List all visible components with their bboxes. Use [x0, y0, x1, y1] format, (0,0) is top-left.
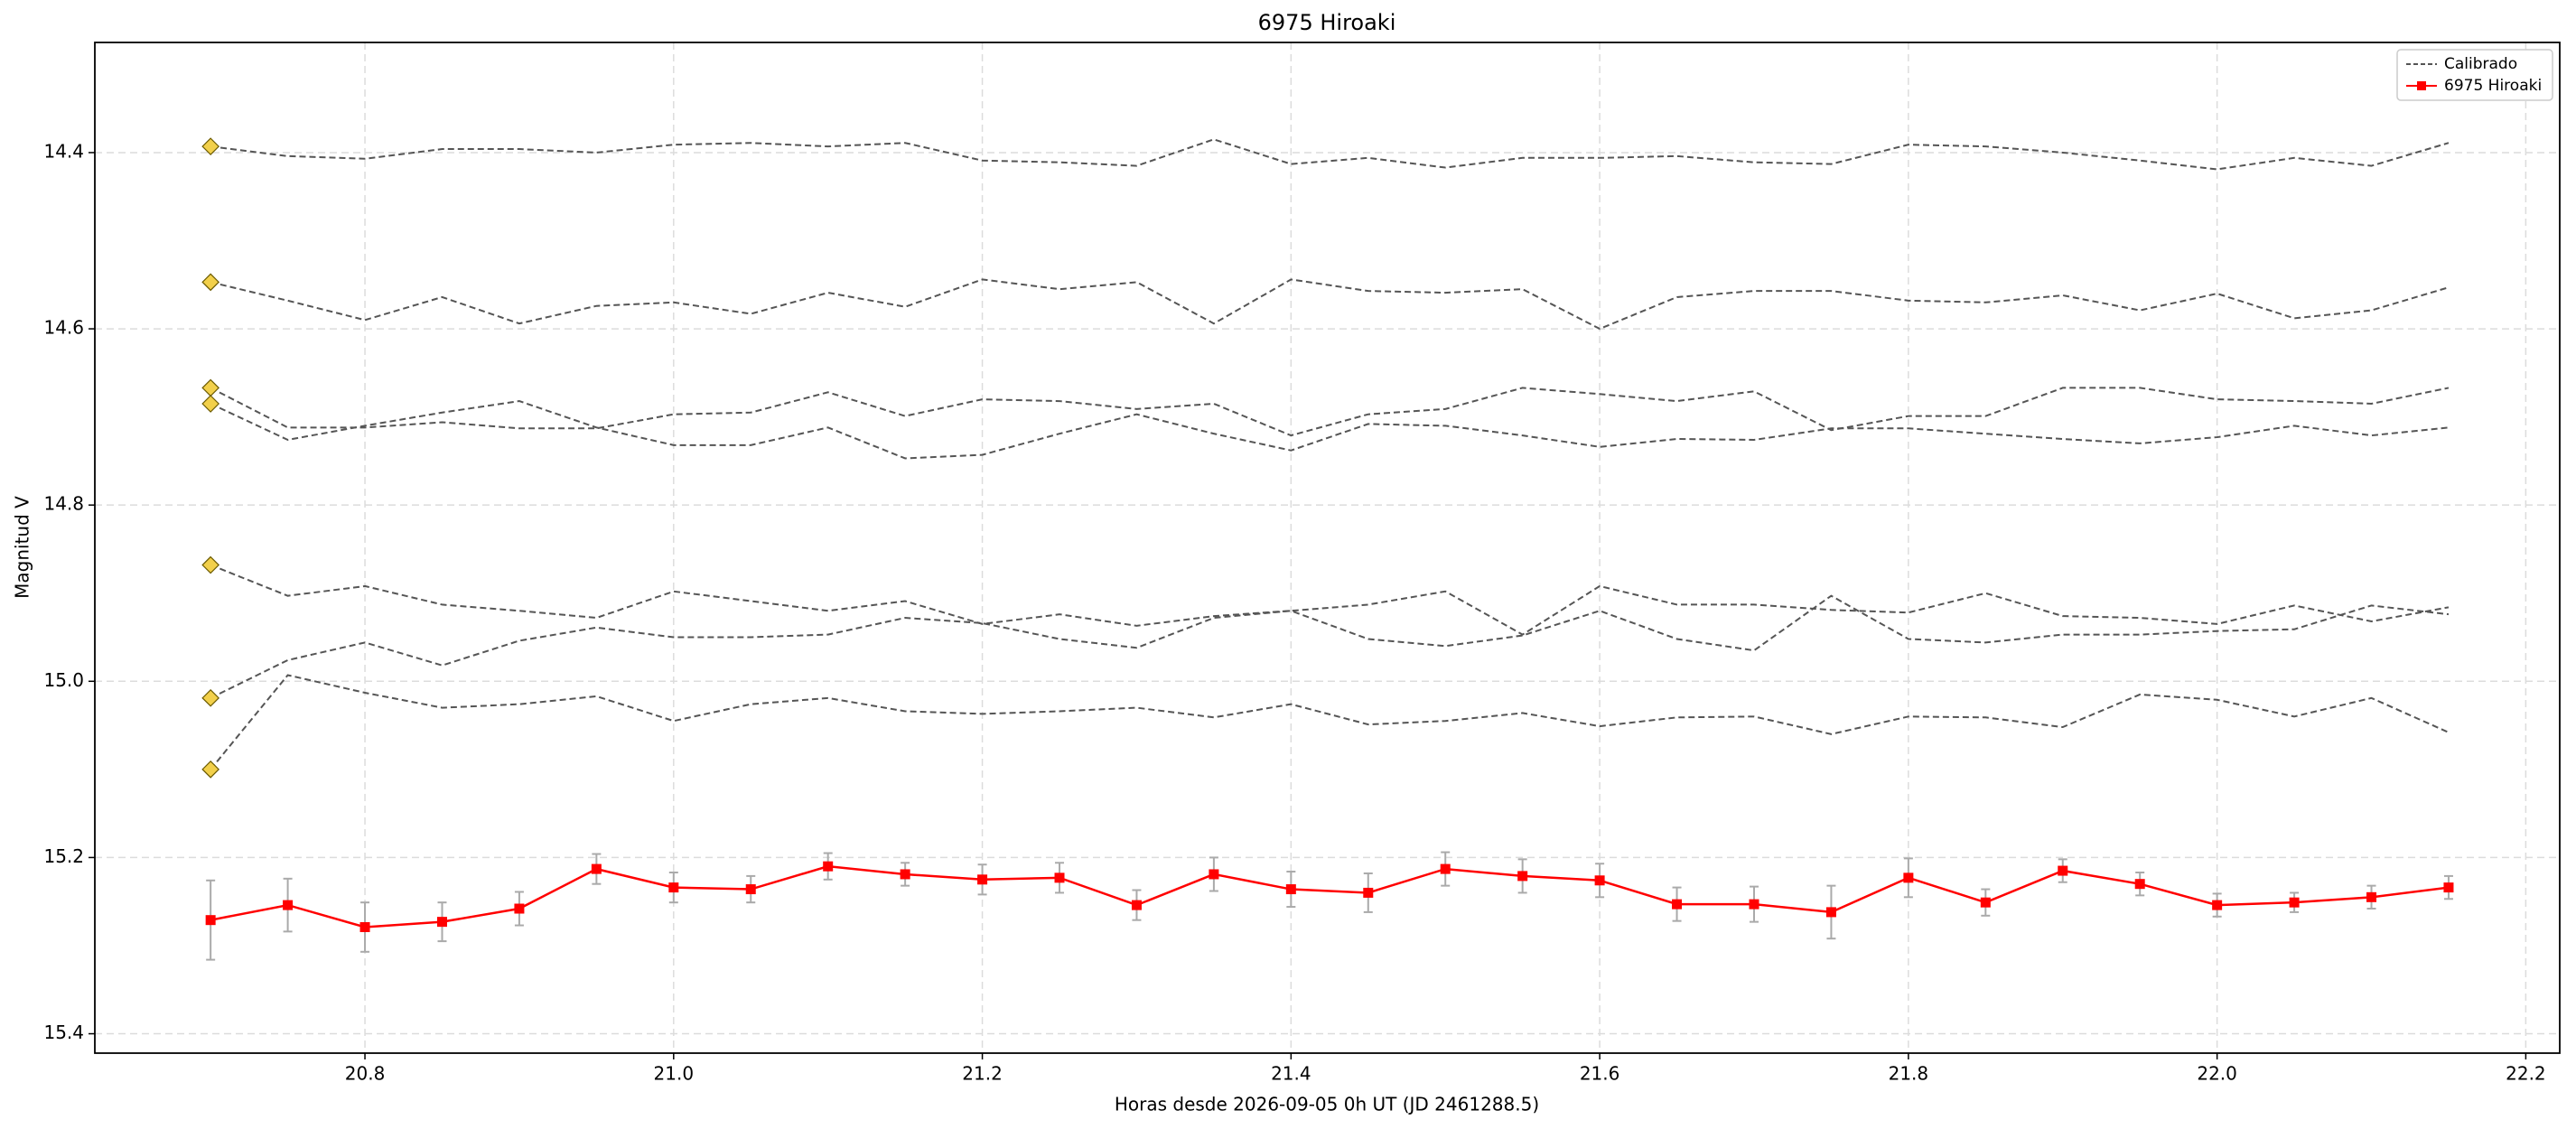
- start-marker: [201, 688, 220, 707]
- target-marker: [1054, 872, 1065, 883]
- target-marker: [977, 874, 988, 885]
- target-marker: [1209, 869, 1219, 880]
- y-tick-label: 15.4: [43, 1022, 84, 1043]
- calibrated-line: [210, 400, 2450, 460]
- x-tick-label: 22.2: [2506, 1063, 2546, 1085]
- x-tick-label: 20.8: [345, 1063, 386, 1085]
- target-marker: [283, 900, 294, 910]
- calibrated-line: [210, 387, 2450, 437]
- target-marker: [1285, 884, 1296, 895]
- legend-swatch-marker: [2417, 81, 2426, 90]
- target-marker: [1672, 899, 1683, 910]
- target-marker: [436, 917, 447, 928]
- legend-box: [2396, 49, 2553, 101]
- calibrated-line: [210, 138, 2450, 171]
- target-marker: [591, 863, 602, 874]
- target-marker: [1131, 900, 1142, 910]
- target-marker: [823, 861, 834, 872]
- y-axis-label: Magnitud V: [12, 496, 33, 599]
- x-tick-label: 21.4: [1271, 1063, 1311, 1085]
- target-marker: [2366, 891, 2377, 902]
- start-marker: [201, 137, 220, 155]
- y-tick-label: 14.8: [43, 493, 84, 515]
- legend-label: Calibrado: [2444, 55, 2517, 73]
- start-marker: [201, 760, 220, 779]
- target-marker: [2212, 900, 2223, 910]
- target-marker: [1440, 863, 1451, 874]
- target-marker: [1903, 872, 1914, 883]
- target-marker: [205, 915, 216, 926]
- start-marker: [201, 395, 220, 413]
- start-marker: [201, 378, 220, 397]
- x-tick-label: 21.6: [1580, 1063, 1620, 1085]
- target-marker: [1980, 897, 1991, 908]
- y-tick-label: 14.4: [43, 140, 84, 162]
- target-marker: [1594, 875, 1605, 886]
- x-tick-label: 22.0: [2197, 1063, 2237, 1085]
- start-marker: [201, 273, 220, 292]
- target-marker: [2058, 865, 2068, 876]
- target-marker: [900, 869, 910, 880]
- target-marker: [1363, 887, 1374, 898]
- legend-label: 6975 Hiroaki: [2444, 77, 2542, 95]
- target-marker: [2289, 897, 2300, 908]
- calibrated-line: [210, 564, 2450, 636]
- calibrated-line: [210, 674, 2450, 770]
- target-marker: [359, 921, 370, 932]
- calibrated-line: [210, 278, 2450, 331]
- x-tick-label: 21.0: [654, 1063, 695, 1085]
- target-marker: [745, 884, 756, 895]
- target-line: [210, 864, 2450, 928]
- target-marker: [2134, 879, 2145, 890]
- x-tick-label: 21.2: [962, 1063, 1003, 1085]
- x-axis-label: Horas desde 2026-09-05 0h UT (JD 2461288…: [1115, 1094, 1539, 1115]
- start-marker: [201, 555, 220, 574]
- x-tick-label: 21.8: [1889, 1063, 1929, 1085]
- target-marker: [514, 903, 525, 914]
- target-marker: [668, 882, 679, 893]
- y-tick-label: 15.2: [43, 845, 84, 867]
- target-marker: [1825, 907, 1836, 918]
- target-marker: [1517, 871, 1528, 882]
- target-marker: [1749, 899, 1759, 910]
- plot-frame: [94, 42, 2561, 1054]
- y-tick-label: 14.6: [43, 317, 84, 339]
- calibrated-line: [210, 594, 2450, 699]
- target-marker: [2443, 882, 2454, 893]
- y-tick-label: 15.0: [43, 669, 84, 691]
- chart-title: 6975 Hiroaki: [1258, 10, 1396, 35]
